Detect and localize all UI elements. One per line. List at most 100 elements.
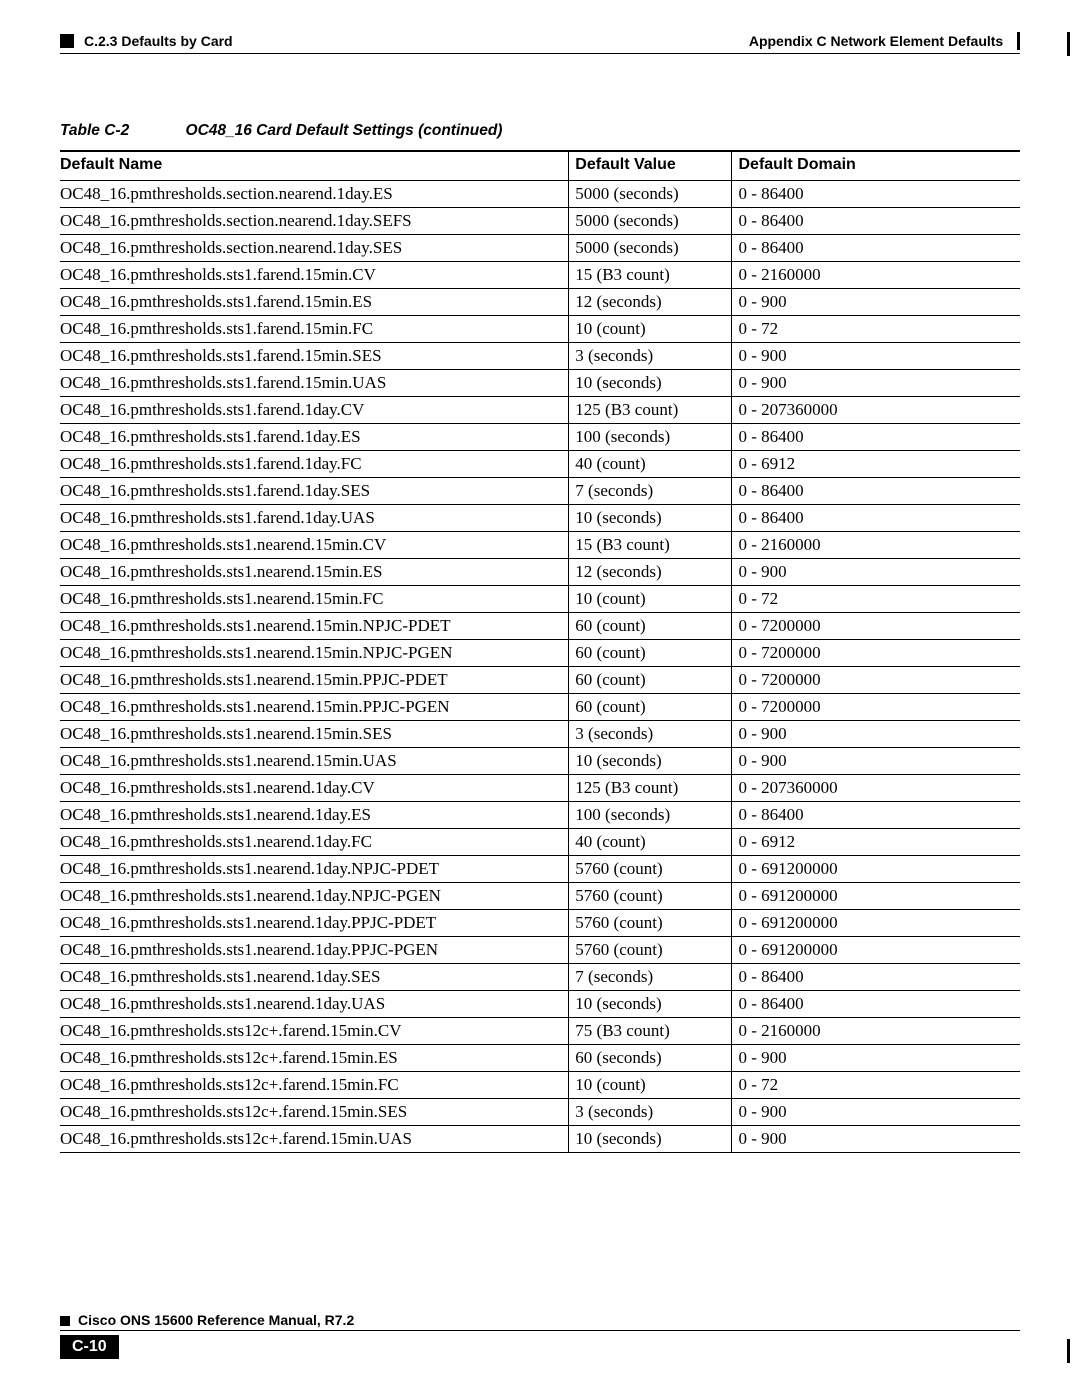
cell-domain: 0 - 86400 xyxy=(732,802,1020,829)
cell-name: OC48_16.pmthresholds.sts1.nearend.15min.… xyxy=(60,748,569,775)
cell-name: OC48_16.pmthresholds.sts1.farend.1day.ES xyxy=(60,424,569,451)
cell-domain: 0 - 72 xyxy=(732,316,1020,343)
table-row: OC48_16.pmthresholds.sts1.nearend.1day.S… xyxy=(60,964,1020,991)
cell-name: OC48_16.pmthresholds.sts1.nearend.15min.… xyxy=(60,559,569,586)
cell-value: 60 (count) xyxy=(569,667,732,694)
table-row: OC48_16.pmthresholds.sts12c+.farend.15mi… xyxy=(60,1072,1020,1099)
cell-domain: 0 - 900 xyxy=(732,289,1020,316)
cell-name: OC48_16.pmthresholds.sts1.nearend.1day.P… xyxy=(60,937,569,964)
crop-mark-icon xyxy=(1067,32,1070,56)
cell-name: OC48_16.pmthresholds.section.nearend.1da… xyxy=(60,235,569,262)
square-icon xyxy=(60,34,74,48)
cell-value: 75 (B3 count) xyxy=(569,1018,732,1045)
cell-domain: 0 - 691200000 xyxy=(732,937,1020,964)
square-icon xyxy=(60,1316,70,1326)
table-row: OC48_16.pmthresholds.sts1.farend.15min.C… xyxy=(60,262,1020,289)
table-row: OC48_16.pmthresholds.sts1.nearend.1day.P… xyxy=(60,910,1020,937)
cell-value: 5760 (count) xyxy=(569,937,732,964)
cell-value: 3 (seconds) xyxy=(569,343,732,370)
defaults-table: Default Name Default Value Default Domai… xyxy=(60,150,1020,1153)
cell-domain: 0 - 900 xyxy=(732,1099,1020,1126)
cell-domain: 0 - 7200000 xyxy=(732,613,1020,640)
cell-domain: 0 - 7200000 xyxy=(732,640,1020,667)
cell-name: OC48_16.pmthresholds.sts1.nearend.1day.F… xyxy=(60,829,569,856)
cell-name: OC48_16.pmthresholds.sts1.farend.1day.UA… xyxy=(60,505,569,532)
cell-value: 125 (B3 count) xyxy=(569,397,732,424)
cell-value: 100 (seconds) xyxy=(569,802,732,829)
table-row: OC48_16.pmthresholds.sts1.farend.1day.ES… xyxy=(60,424,1020,451)
page-number: C-10 xyxy=(60,1335,119,1359)
table-row: OC48_16.pmthresholds.sts1.farend.1day.CV… xyxy=(60,397,1020,424)
cell-value: 10 (seconds) xyxy=(569,748,732,775)
cell-name: OC48_16.pmthresholds.sts1.nearend.15min.… xyxy=(60,613,569,640)
appendix-label: Appendix C Network Element Defaults xyxy=(749,33,1003,49)
table-row: OC48_16.pmthresholds.sts1.farend.15min.U… xyxy=(60,370,1020,397)
table-row: OC48_16.pmthresholds.sts1.nearend.15min.… xyxy=(60,748,1020,775)
cell-domain: 0 - 900 xyxy=(732,1045,1020,1072)
cell-value: 60 (count) xyxy=(569,640,732,667)
cell-domain: 0 - 2160000 xyxy=(732,262,1020,289)
cell-value: 15 (B3 count) xyxy=(569,262,732,289)
cell-value: 40 (count) xyxy=(569,451,732,478)
cell-name: OC48_16.pmthresholds.sts12c+.farend.15mi… xyxy=(60,1018,569,1045)
cell-domain: 0 - 207360000 xyxy=(732,397,1020,424)
cell-name: OC48_16.pmthresholds.sts1.nearend.15min.… xyxy=(60,532,569,559)
table-row: OC48_16.pmthresholds.sts1.farend.15min.F… xyxy=(60,316,1020,343)
section-label: C.2.3 Defaults by Card xyxy=(84,33,233,49)
footer: Cisco ONS 15600 Reference Manual, R7.2 C… xyxy=(60,1312,1020,1359)
cell-value: 12 (seconds) xyxy=(569,289,732,316)
cell-value: 5760 (count) xyxy=(569,856,732,883)
cell-name: OC48_16.pmthresholds.sts1.farend.15min.E… xyxy=(60,289,569,316)
table-row: OC48_16.pmthresholds.sts12c+.farend.15mi… xyxy=(60,1126,1020,1153)
header-right: Appendix C Network Element Defaults xyxy=(749,32,1020,50)
cell-domain: 0 - 2160000 xyxy=(732,1018,1020,1045)
cell-name: OC48_16.pmthresholds.section.nearend.1da… xyxy=(60,181,569,208)
cell-domain: 0 - 691200000 xyxy=(732,910,1020,937)
cell-value: 60 (seconds) xyxy=(569,1045,732,1072)
cell-name: OC48_16.pmthresholds.sts1.nearend.1day.U… xyxy=(60,991,569,1018)
cell-value: 12 (seconds) xyxy=(569,559,732,586)
table-row: OC48_16.pmthresholds.sts1.nearend.15min.… xyxy=(60,694,1020,721)
table-row: OC48_16.pmthresholds.sts1.nearend.15min.… xyxy=(60,559,1020,586)
cell-domain: 0 - 86400 xyxy=(732,235,1020,262)
cell-value: 3 (seconds) xyxy=(569,721,732,748)
running-header: C.2.3 Defaults by Card Appendix C Networ… xyxy=(60,32,1020,50)
footer-title-line: Cisco ONS 15600 Reference Manual, R7.2 xyxy=(60,1312,1020,1328)
cell-name: OC48_16.pmthresholds.sts1.nearend.15min.… xyxy=(60,721,569,748)
cell-name: OC48_16.pmthresholds.sts1.nearend.1day.N… xyxy=(60,883,569,910)
table-row: OC48_16.pmthresholds.sts12c+.farend.15mi… xyxy=(60,1018,1020,1045)
cell-domain: 0 - 6912 xyxy=(732,451,1020,478)
cell-value: 5000 (seconds) xyxy=(569,181,732,208)
cell-value: 10 (seconds) xyxy=(569,991,732,1018)
cell-domain: 0 - 72 xyxy=(732,586,1020,613)
cell-name: OC48_16.pmthresholds.sts1.nearend.1day.N… xyxy=(60,856,569,883)
cell-domain: 0 - 691200000 xyxy=(732,883,1020,910)
cell-domain: 0 - 900 xyxy=(732,748,1020,775)
cell-domain: 0 - 900 xyxy=(732,343,1020,370)
cell-value: 5000 (seconds) xyxy=(569,208,732,235)
cell-domain: 0 - 7200000 xyxy=(732,667,1020,694)
cell-name: OC48_16.pmthresholds.sts12c+.farend.15mi… xyxy=(60,1045,569,1072)
cell-value: 10 (count) xyxy=(569,586,732,613)
table-row: OC48_16.pmthresholds.section.nearend.1da… xyxy=(60,235,1020,262)
cell-domain: 0 - 900 xyxy=(732,559,1020,586)
cell-domain: 0 - 86400 xyxy=(732,181,1020,208)
cell-domain: 0 - 86400 xyxy=(732,991,1020,1018)
table-row: OC48_16.pmthresholds.sts12c+.farend.15mi… xyxy=(60,1099,1020,1126)
cell-name: OC48_16.pmthresholds.sts1.nearend.1day.C… xyxy=(60,775,569,802)
cell-name: OC48_16.pmthresholds.sts12c+.farend.15mi… xyxy=(60,1126,569,1153)
cell-name: OC48_16.pmthresholds.sts1.farend.15min.F… xyxy=(60,316,569,343)
cell-value: 10 (seconds) xyxy=(569,1126,732,1153)
doc-title: Cisco ONS 15600 Reference Manual, R7.2 xyxy=(78,1312,354,1328)
cell-domain: 0 - 86400 xyxy=(732,208,1020,235)
table-row: OC48_16.pmthresholds.sts1.nearend.15min.… xyxy=(60,721,1020,748)
cell-value: 10 (seconds) xyxy=(569,370,732,397)
cell-domain: 0 - 7200000 xyxy=(732,694,1020,721)
table-row: OC48_16.pmthresholds.sts1.nearend.15min.… xyxy=(60,586,1020,613)
col-header-domain: Default Domain xyxy=(732,151,1020,181)
cell-domain: 0 - 900 xyxy=(732,1126,1020,1153)
cell-value: 7 (seconds) xyxy=(569,478,732,505)
table-row: OC48_16.pmthresholds.section.nearend.1da… xyxy=(60,181,1020,208)
table-row: OC48_16.pmthresholds.sts1.nearend.1day.F… xyxy=(60,829,1020,856)
table-caption: Table C-2 OC48_16 Card Default Settings … xyxy=(60,122,1020,140)
